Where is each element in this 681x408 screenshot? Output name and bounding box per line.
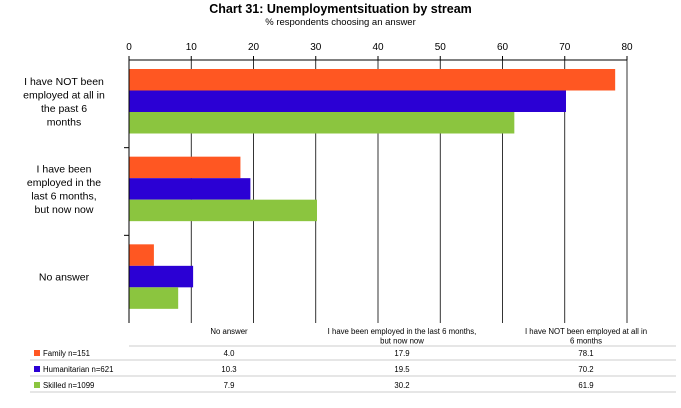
category-label: employed at all in: [23, 90, 105, 102]
x-tick-label: 60: [497, 42, 509, 53]
table-cell: 7.9: [224, 381, 235, 390]
legend-swatch: [34, 366, 40, 372]
category-label: No answer: [39, 272, 90, 284]
table-cell: 17.9: [394, 349, 409, 358]
bar: [129, 112, 515, 134]
bar: [129, 265, 194, 288]
table-cell: 61.9: [578, 381, 593, 390]
table-column-header: I have NOT been employed at all in: [525, 327, 647, 336]
category-label: I have NOT been: [24, 76, 104, 88]
legend-swatch: [34, 382, 40, 388]
table-column-header: but now now: [380, 337, 424, 346]
table-cell: 30.2: [394, 381, 409, 390]
bar: [129, 244, 154, 266]
table-column-header: 6 months: [570, 337, 602, 346]
legend-label: Skilled n=1099: [43, 381, 94, 390]
bar: [129, 199, 317, 222]
table-cell: 78.1: [578, 349, 593, 358]
legend-label: Humanitarian n=621: [43, 365, 113, 374]
x-tick-label: 50: [435, 42, 447, 53]
x-tick-label: 70: [559, 42, 571, 53]
category-label: last 6 months,: [31, 191, 96, 203]
table-cell: 4.0: [224, 349, 236, 358]
x-tick-label: 10: [186, 42, 198, 53]
category-label: but now now: [35, 204, 94, 216]
x-tick-label: 0: [126, 42, 132, 53]
category-label: months: [47, 117, 81, 129]
legend-label: Family n=151: [43, 349, 90, 358]
legend-swatch: [34, 350, 40, 356]
bar: [129, 287, 179, 309]
table-cell: 10.3: [221, 365, 236, 374]
category-label: employed in the: [27, 177, 101, 189]
bar: [129, 69, 616, 91]
category-label: the past 6: [41, 103, 87, 115]
category-label: I have been: [37, 164, 92, 176]
x-tick-label: 40: [372, 42, 384, 53]
bar: [129, 90, 566, 112]
table-column-header: I have been employed in the last 6 month…: [328, 327, 477, 336]
table-column-header: No answer: [210, 327, 248, 336]
bar: [129, 156, 241, 179]
x-tick-label: 30: [310, 42, 322, 53]
chart-title: Chart 31: Unemploymentsituation by strea…: [209, 2, 472, 16]
table-cell: 19.5: [394, 365, 410, 374]
bar: [129, 178, 251, 200]
x-tick-label: 80: [621, 42, 633, 53]
chart-subtitle: % respondents choosing an answer: [265, 17, 416, 28]
x-tick-label: 20: [248, 42, 260, 53]
table-cell: 70.2: [578, 365, 593, 374]
